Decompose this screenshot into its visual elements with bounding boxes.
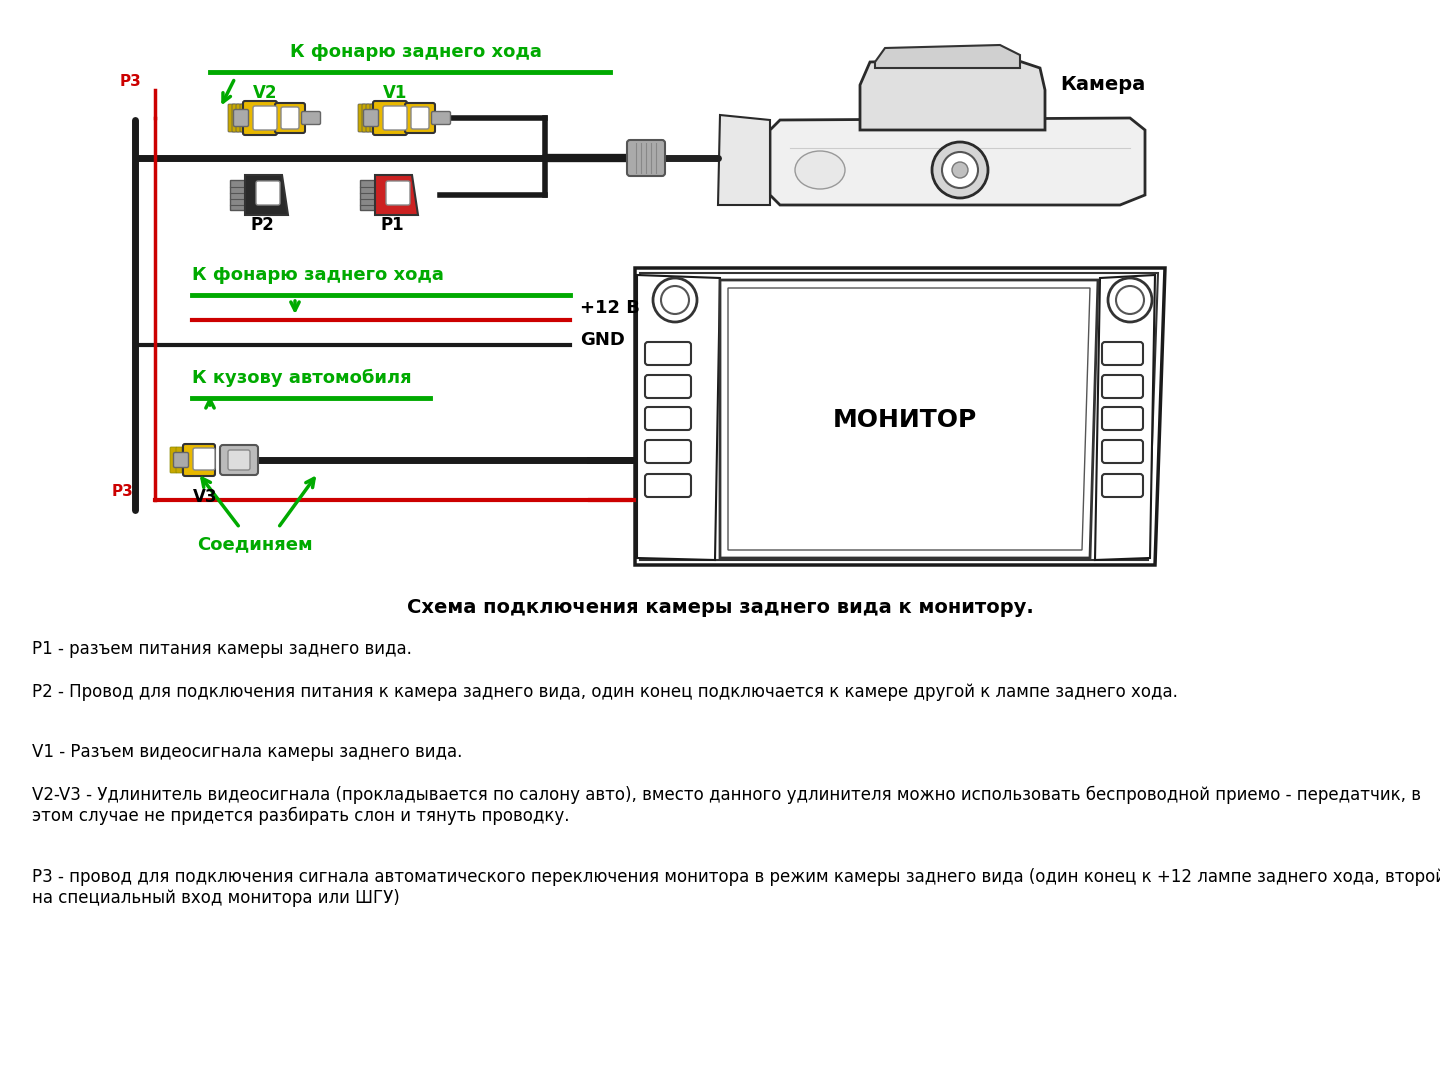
Text: Соединяем: Соединяем — [197, 535, 312, 553]
Polygon shape — [635, 268, 1165, 565]
Text: V1 - Разъем видеосигнала камеры заднего вида.: V1 - Разъем видеосигнала камеры заднего … — [32, 743, 462, 761]
Circle shape — [661, 286, 688, 314]
Text: Схема подключения камеры заднего вида к монитору.: Схема подключения камеры заднего вида к … — [406, 598, 1034, 617]
FancyBboxPatch shape — [383, 106, 408, 130]
Circle shape — [1107, 278, 1152, 322]
Text: P1: P1 — [380, 215, 403, 234]
Text: Р3 - провод для подключения сигнала автоматического переключения монитора в режи: Р3 - провод для подключения сигнала авто… — [32, 868, 1440, 907]
FancyBboxPatch shape — [1102, 342, 1143, 364]
FancyBboxPatch shape — [256, 181, 279, 205]
Polygon shape — [360, 180, 377, 210]
FancyBboxPatch shape — [359, 104, 366, 132]
FancyBboxPatch shape — [361, 104, 370, 132]
Ellipse shape — [795, 151, 845, 189]
Polygon shape — [1094, 276, 1155, 560]
FancyBboxPatch shape — [301, 111, 321, 124]
FancyBboxPatch shape — [1102, 375, 1143, 398]
Polygon shape — [876, 45, 1020, 68]
Text: V3: V3 — [193, 488, 217, 506]
Polygon shape — [770, 118, 1145, 205]
Polygon shape — [230, 180, 248, 210]
FancyBboxPatch shape — [1102, 440, 1143, 463]
FancyBboxPatch shape — [220, 445, 258, 475]
FancyBboxPatch shape — [170, 447, 177, 473]
FancyBboxPatch shape — [176, 447, 183, 473]
FancyBboxPatch shape — [173, 452, 189, 467]
FancyBboxPatch shape — [228, 450, 251, 470]
FancyBboxPatch shape — [373, 101, 408, 135]
Polygon shape — [636, 276, 720, 560]
Text: P2: P2 — [251, 215, 274, 234]
Text: P3: P3 — [112, 485, 134, 500]
FancyBboxPatch shape — [281, 107, 300, 129]
Polygon shape — [860, 58, 1045, 130]
FancyBboxPatch shape — [228, 104, 236, 132]
Circle shape — [942, 152, 978, 188]
FancyBboxPatch shape — [645, 375, 691, 398]
FancyBboxPatch shape — [232, 104, 240, 132]
FancyBboxPatch shape — [1102, 407, 1143, 430]
Polygon shape — [245, 175, 288, 215]
Text: V1: V1 — [383, 84, 408, 102]
FancyBboxPatch shape — [183, 444, 215, 476]
Polygon shape — [719, 115, 770, 205]
Polygon shape — [729, 288, 1090, 550]
Text: P1 - разъем питания камеры заднего вида.: P1 - разъем питания камеры заднего вида. — [32, 640, 412, 658]
FancyBboxPatch shape — [370, 104, 377, 132]
Text: P3: P3 — [120, 74, 141, 89]
FancyBboxPatch shape — [1102, 474, 1143, 497]
Text: P2 - Провод для подключения питания к камера заднего вида, один конец подключает: P2 - Провод для подключения питания к ка… — [32, 683, 1178, 701]
Text: К кузову автомобиля: К кузову автомобиля — [192, 369, 412, 387]
FancyBboxPatch shape — [189, 447, 194, 473]
FancyBboxPatch shape — [645, 474, 691, 497]
Circle shape — [932, 142, 988, 198]
FancyBboxPatch shape — [626, 140, 665, 176]
Text: Камера: Камера — [1060, 75, 1145, 94]
FancyBboxPatch shape — [240, 104, 248, 132]
FancyBboxPatch shape — [275, 103, 305, 133]
FancyBboxPatch shape — [253, 106, 276, 130]
Circle shape — [952, 162, 968, 178]
FancyBboxPatch shape — [363, 109, 379, 126]
FancyBboxPatch shape — [243, 101, 276, 135]
FancyBboxPatch shape — [645, 440, 691, 463]
FancyBboxPatch shape — [645, 407, 691, 430]
Circle shape — [652, 278, 697, 322]
FancyBboxPatch shape — [432, 111, 451, 124]
FancyBboxPatch shape — [386, 181, 410, 205]
Polygon shape — [720, 280, 1099, 559]
FancyBboxPatch shape — [236, 104, 243, 132]
FancyBboxPatch shape — [193, 448, 215, 470]
Text: V2-V3 - Удлинитель видеосигнала (прокладывается по салону авто), вместо данного : V2-V3 - Удлинитель видеосигнала (проклад… — [32, 786, 1421, 825]
Text: V2: V2 — [253, 84, 278, 102]
Text: К фонарю заднего хода: К фонарю заднего хода — [289, 43, 541, 61]
Text: МОНИТОР: МОНИТОР — [832, 408, 978, 432]
FancyBboxPatch shape — [366, 104, 374, 132]
FancyBboxPatch shape — [645, 342, 691, 364]
Polygon shape — [374, 175, 418, 215]
FancyBboxPatch shape — [405, 103, 435, 133]
Text: +12 В: +12 В — [580, 299, 639, 317]
FancyBboxPatch shape — [181, 447, 189, 473]
Circle shape — [1116, 286, 1143, 314]
FancyBboxPatch shape — [233, 109, 249, 126]
Text: GND: GND — [580, 331, 625, 349]
FancyBboxPatch shape — [410, 107, 429, 129]
Text: К фонарю заднего хода: К фонарю заднего хода — [192, 266, 444, 284]
